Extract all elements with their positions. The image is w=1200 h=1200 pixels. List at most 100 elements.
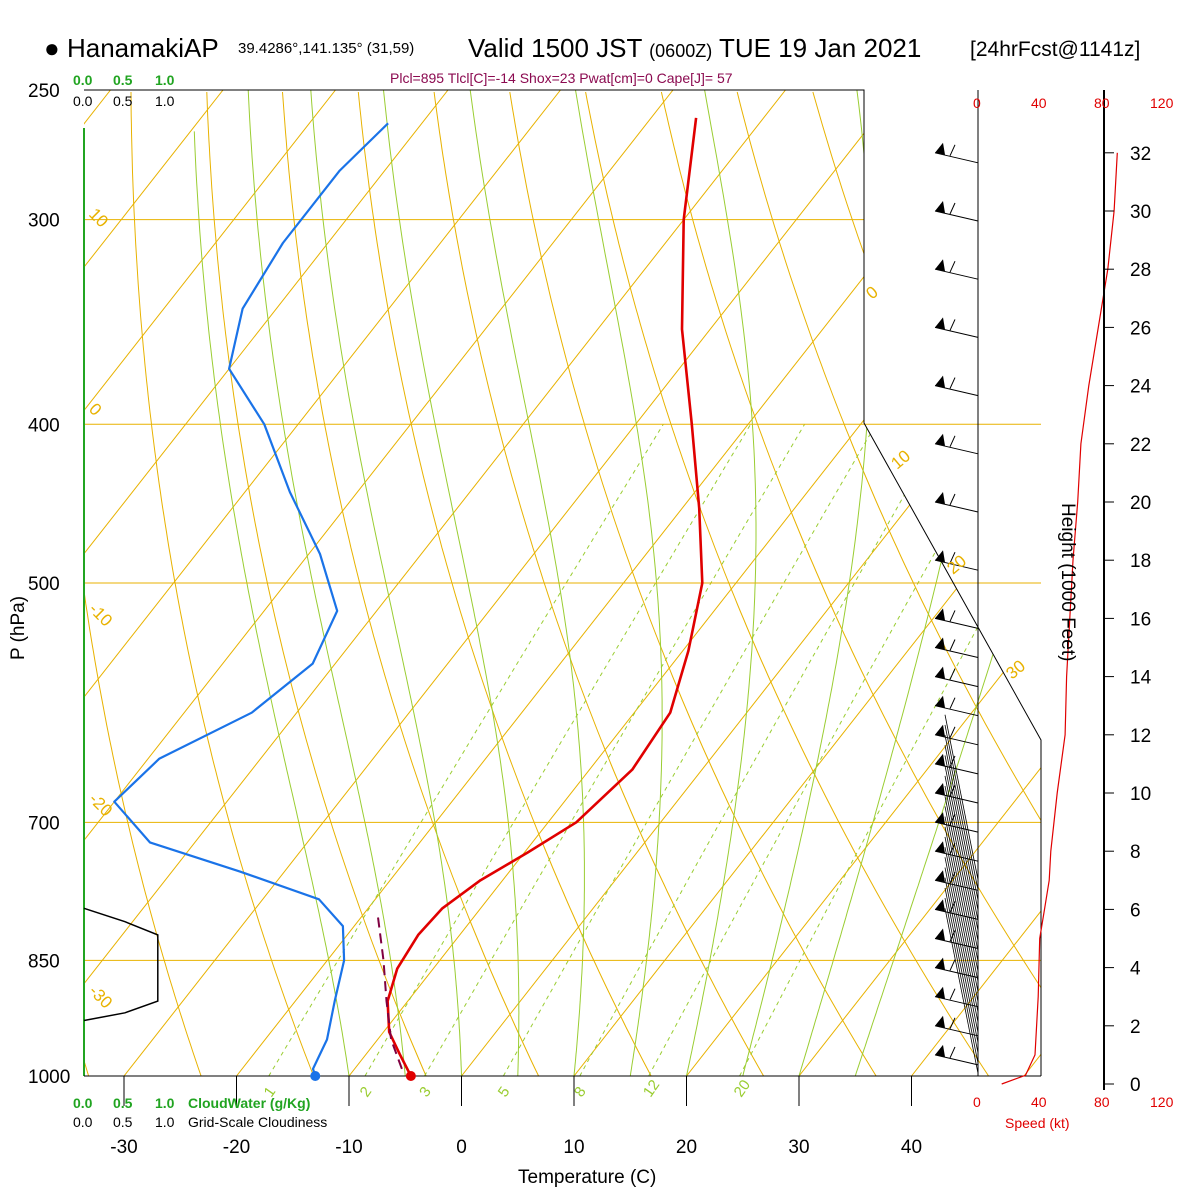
wind-barb-staff-low [944, 785, 979, 952]
wind-barb-feather [949, 668, 956, 680]
dry-adiabat-line [206, 91, 427, 1076]
wind-barb-staff-low [944, 857, 979, 1023]
height-tick-label: 18 [1130, 551, 1151, 572]
valid-prefix: Valid 1500 JST [468, 33, 642, 63]
x-tick-label: 10 [563, 1137, 584, 1158]
wind-barb-flag [935, 666, 945, 679]
isotherm-line [84, 90, 336, 1076]
wind-speed-profile [977, 90, 1118, 1085]
cloudwater-scale-bottom-1: 0.5 [113, 1095, 133, 1111]
wind-barb-staff-low [944, 867, 979, 1033]
x-tick-label: -20 [223, 1137, 250, 1158]
station-coords: 39.4286°,141.135° (31,59) [238, 40, 415, 57]
wind-barb-staff [934, 763, 979, 775]
wind-barb-flag [935, 637, 945, 650]
cloudiness-scale-top-0: 0.0 [73, 93, 93, 109]
height-tick-label: 24 [1130, 377, 1152, 398]
dewpoint-line [113, 122, 389, 1077]
dry-adiabat-line [282, 91, 540, 1076]
height-tick-label: 2 [1130, 1017, 1141, 1038]
wind-barb-staff-low [944, 735, 979, 901]
wind-barb-staff-low [944, 775, 979, 941]
mixing-ratio-line [364, 424, 752, 1076]
height-tick-label: 22 [1130, 435, 1151, 456]
wind-barb-staff-low [944, 724, 979, 891]
valid-date: TUE 19 Jan 2021 [718, 33, 922, 63]
wind-speed-line [1001, 152, 1118, 1085]
mixing-ratio-line [424, 424, 806, 1076]
x-axis-label: Temperature (C) [518, 1167, 656, 1188]
wind-barb-feather [949, 639, 956, 651]
speed-tick-bottom-0: 0 [973, 1094, 981, 1110]
speed-tick-bottom-1: 40 [1031, 1094, 1047, 1110]
wind-barb-feather [949, 260, 956, 273]
wind-barb-staff-low [944, 796, 979, 962]
wind-barb-staff [934, 268, 979, 280]
wind-barb-feather [949, 842, 956, 855]
moist-adiabat-line [686, 90, 757, 1076]
mixing-ratio-line [268, 424, 664, 1076]
wind-barb-feather [949, 551, 956, 564]
wind-barb-feather [949, 1046, 956, 1059]
dry-adiabat-line [509, 91, 877, 1076]
wind-barb-feather [949, 493, 956, 506]
wind-barb-flag [935, 724, 945, 737]
isotherm-line [686, 90, 1041, 1076]
mixing-ratio-label: 2 [357, 1084, 376, 1101]
speed-tick-top-2: 80 [1094, 95, 1110, 111]
wind-barb-feather [949, 988, 956, 1000]
height-tick-label: 16 [1130, 609, 1151, 630]
speed-tick-top-0: 0 [973, 95, 981, 111]
wind-barb-staff [934, 821, 979, 833]
surface-dewpoint-marker [310, 1071, 321, 1081]
parcel-line [377, 917, 403, 1070]
mixing-ratio-label: 5 [495, 1084, 514, 1101]
height-tick-label: 20 [1130, 493, 1151, 514]
parcel-series [377, 917, 403, 1070]
wind-barb-flag [935, 695, 945, 708]
pressure-tick-label: 1000 [28, 1067, 70, 1088]
wind-barb-staff [934, 326, 979, 338]
stability-indices: Plcl=895 Tlcl[C]=-14 Shox=23 Pwat[cm]=0 … [390, 70, 733, 86]
cloudwater-scale-top-2: 1.0 [155, 72, 175, 88]
height-axis-label: Height (1000 Feet) [1057, 503, 1078, 661]
wind-barb-feather [949, 377, 956, 389]
cloudiness-profile [83, 907, 159, 1022]
wind-barb-flag [935, 841, 945, 854]
isotherm-label: 0 [85, 399, 105, 419]
cloudwater-scale-top-1: 0.5 [113, 72, 133, 88]
wind-barb-flag [935, 783, 945, 795]
wind-barb-flag [935, 433, 945, 446]
wind-barb-staff [934, 647, 979, 658]
wind-barb-staff [934, 1025, 979, 1037]
dry-adiabat-line [433, 91, 765, 1076]
isotherm-label-right: 10 [887, 446, 914, 473]
wind-barb-staff-low [944, 755, 979, 921]
wind-barb-flag [935, 899, 945, 912]
pressure-tick-label: 850 [28, 951, 60, 972]
wind-barb-flag [935, 928, 945, 941]
wind-barb-flag [935, 375, 945, 388]
moist-adiabat-line [383, 90, 520, 1076]
wind-barb-staff-low [944, 877, 979, 1043]
height-tick-label: 4 [1130, 959, 1141, 980]
cloudiness-scale-top-2: 1.0 [155, 93, 175, 109]
wind-barb-flag [935, 492, 945, 504]
height-tick-label: 32 [1130, 144, 1151, 165]
wind-barb-staff-low [944, 847, 979, 1013]
isotherm-line [84, 90, 224, 1076]
wind-barb-staff [934, 792, 979, 804]
forecast-info: [24hrFcst@1141z] [970, 38, 1141, 61]
cloudwater-scale-bottom-0: 0.0 [73, 1095, 93, 1111]
cloudiness-line [83, 907, 159, 1022]
x-tick-label: -10 [335, 1137, 362, 1158]
speed-tick-bottom-2: 80 [1094, 1094, 1110, 1110]
cloudwater-scale-top-0: 0.0 [73, 72, 93, 88]
mixing-ratio-label: 20 [731, 1077, 754, 1100]
speed-tick-top-1: 40 [1031, 95, 1047, 111]
mixing-ratio-label: 3 [416, 1084, 435, 1101]
isotherm-label: -10 [85, 599, 116, 630]
wind-barb-feather [949, 726, 956, 739]
station-marker-icon: ● [44, 33, 60, 63]
